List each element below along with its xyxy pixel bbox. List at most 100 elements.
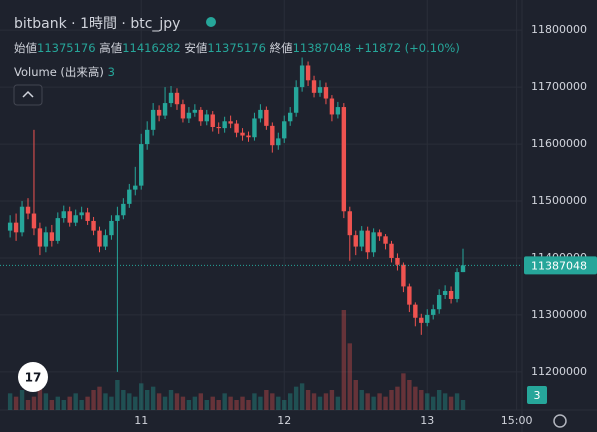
volume-bar [347, 343, 352, 410]
volume-bar [317, 396, 323, 410]
candle-body [204, 114, 209, 122]
candle-body [389, 243, 394, 258]
volume-bar [156, 393, 162, 410]
candle-body [311, 80, 317, 93]
candle-body [198, 109, 204, 122]
volume-bar [448, 396, 454, 410]
volume-bar [258, 396, 263, 410]
ohlc-value: 11387048 [292, 41, 352, 55]
volume-bar [329, 390, 335, 410]
candle-body [180, 104, 186, 119]
candle-body [186, 112, 192, 119]
last-price-badge [524, 256, 597, 275]
volume-bar [341, 310, 347, 410]
volume-value: 3 [107, 65, 115, 79]
candle-body [395, 257, 400, 265]
volume-bar [139, 383, 144, 410]
volume-badge [527, 386, 547, 404]
candle-body [252, 118, 257, 138]
candle-body [127, 189, 132, 204]
volume-bar [311, 393, 317, 410]
candle-body [19, 206, 25, 233]
candle-body [401, 264, 406, 287]
candle-body [442, 290, 448, 295]
volume-badge-label: 3 [534, 389, 541, 402]
volume-bar [67, 396, 72, 410]
volume-bar [79, 400, 84, 410]
candle-body [216, 126, 221, 129]
candle-body [448, 290, 454, 299]
candle-body [305, 65, 311, 81]
volume-bar [174, 393, 180, 410]
candle-body [85, 212, 90, 221]
y-tick-label: 11200000 [531, 365, 587, 378]
candle-body [168, 92, 174, 104]
volume-bar [395, 386, 400, 410]
volume-bar [234, 400, 239, 410]
volume-bar [25, 400, 31, 410]
ohlc-row: 始値11375176 高値11416282 安値11375176 終値11387… [14, 40, 460, 56]
candle-body [299, 65, 305, 88]
volume-bar [454, 393, 460, 410]
candle-body [162, 103, 168, 116]
candle-body [49, 232, 55, 241]
candle-body [222, 121, 227, 129]
candle-body [150, 109, 156, 130]
candle-body [234, 123, 239, 133]
candle-body [413, 304, 418, 318]
ohlc-value: 11416282 [122, 41, 181, 55]
volume-bar [7, 393, 13, 410]
volume-bar [264, 390, 269, 410]
volume-bar [144, 390, 150, 410]
volume-bar [85, 396, 90, 410]
candle-body [109, 220, 114, 236]
volume-bar [222, 393, 227, 410]
x-tick-label: 13 [420, 414, 434, 427]
candle-body [436, 294, 442, 310]
ohlc-value: 11375176 [37, 41, 96, 55]
volume-bar [282, 400, 287, 410]
volume-bar [127, 393, 132, 410]
ohlc-label: 安値 [184, 41, 208, 55]
volume-bar [55, 396, 61, 410]
candle-body [61, 211, 66, 219]
volume-bar [37, 383, 43, 410]
collapse-button[interactable] [13, 84, 43, 106]
volume-bar [377, 393, 382, 410]
candle-body [43, 232, 49, 247]
settings-icon[interactable] [553, 414, 567, 428]
volume-bar [460, 400, 466, 410]
candle-body [192, 109, 198, 113]
volume-bar [192, 396, 198, 410]
candle-body [67, 211, 72, 223]
candle-body [97, 230, 102, 247]
volume-bar [198, 393, 204, 410]
volume-bar [61, 400, 66, 410]
candle-body [13, 222, 19, 233]
tv-logo[interactable] [18, 362, 48, 392]
y-tick-label: 11300000 [531, 308, 587, 321]
volume-bar [91, 390, 96, 410]
change: +11872 (+0.10%) [354, 41, 460, 55]
volume-bar [109, 396, 114, 410]
volume-bar [240, 396, 245, 410]
candle-body [371, 232, 376, 253]
volume-bar [133, 396, 138, 410]
volume-bar [115, 380, 120, 410]
y-tick-label: 11500000 [531, 194, 587, 207]
candle-body [460, 265, 466, 273]
volume-bar [293, 386, 299, 410]
volume-bar [73, 393, 78, 410]
candle-body [365, 230, 370, 253]
volume-bar [401, 373, 406, 410]
x-tick-label: 15:00 [501, 414, 533, 427]
volume-bar [431, 396, 436, 410]
candle-body [419, 317, 424, 323]
volume-bar [413, 386, 418, 410]
volume-bar [270, 393, 275, 410]
candle-body [258, 109, 263, 119]
